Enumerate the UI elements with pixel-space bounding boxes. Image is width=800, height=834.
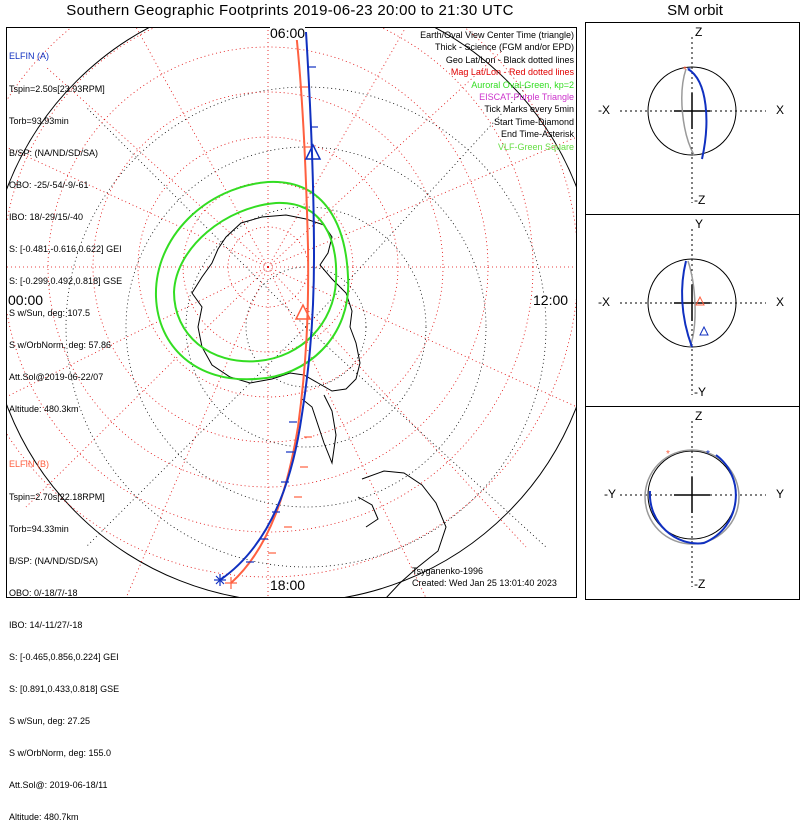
elfin-a-orbit [648,454,737,545]
sm-orbit-xy-plot [620,229,766,395]
elfin-b-line: IBO: 14/-11/27/-18 [9,619,83,630]
elfin-a-line: Torb=93.93min [9,115,69,126]
axis-label-bottom: -Z [694,193,706,207]
elfin-b-orbit [687,260,696,348]
axis-label-right: Y [776,487,785,501]
elfin-a-line: B/SP: (NA/ND/SD/SA) [9,147,99,158]
elfin-b-line: B/SP: (NA/ND/SD/SA) [9,555,99,566]
axis-label-left: -Y [604,487,616,501]
model-credit: Tsyganenko-1996 [412,566,484,576]
elfin-a-marker: * [687,66,691,77]
elfin-a-line: Att.Sol@2019-06-22/07 [9,372,104,383]
landmass-coastline [357,470,447,597]
elfin-a-line: S: [-0.481,-0.616,0.622] GEI [9,243,122,254]
auroral-oval [154,180,350,381]
elfin-b-info: ELFIN (B) Tspin=2.70s[22.18RPM] Torb=94.… [9,438,119,834]
legend-item: Auroral Oval-Green, kp=2 [471,79,574,90]
elfin-a-line: OBO: -25/-54/-9/-61 [9,179,89,190]
elfin-b-ticks [268,86,312,554]
elfin-b-line: Tspin=2.70s[22.18RPM] [9,491,105,502]
elfin-a-orbit [681,260,693,348]
hour-label-bottom: 18:00 [270,577,306,593]
sm-panel-xz: * * Z -Z -X X [585,22,800,215]
axis-label-bottom: -Y [694,385,706,399]
legend-item: Thick - Science (FGM and/or EPD) [434,42,574,53]
sm-panel-yz: * * Z -Z -Y Y [585,406,800,600]
axis-label-left: -X [598,295,610,309]
elfin-a-line: S: [-0.299,0.492,0.818] GSE [9,276,123,287]
elfin-a-end-asterisk [214,574,226,586]
elfin-a-info: ELFIN (A) Tspin=2.50s[23.93RPM] Torb=93.… [9,30,122,426]
earth-circle [647,66,737,156]
hour-label-right: 12:00 [533,292,569,308]
elfin-a-line: S w/OrbNorm, deg: 57.86 [9,340,112,351]
legend-item: VLF-Green Square [497,141,574,152]
elfin-a-line: Altitude: 480.3km [9,404,79,415]
legend-item: Start Time-Diamond [493,116,574,127]
svg-text:*: * [706,449,710,460]
sm-orbit-xz-plot: * * [620,37,766,203]
elfin-b-line: Att.Sol@: 2019-06-18/11 [9,780,108,791]
map-title: Southern Geographic Footprints 2019-06-2… [66,2,514,19]
legend-item: Mag Lat/Lon - Red dotted lines [450,67,574,78]
south-america-coastline [301,394,337,465]
elfin-b-name: ELFIN (B) [9,459,50,470]
elfin-a-line: S w/Sun, deg: 107.5 [9,308,91,319]
polar-map[interactable] [6,27,577,598]
elfin-b-line: Torb=94.33min [9,523,69,534]
axis-label-top: Z [695,409,703,423]
axis-label-top: Y [695,217,704,231]
elfin-b-line: S w/Sun, deg: 27.25 [9,716,91,727]
sm-orbit-title: SM orbit [667,2,723,19]
geo-grid [65,86,547,568]
elfin-b-center-triangle [294,303,312,320]
sm-panel-xy: Y -Y -X X [585,214,800,407]
elfin-a-track [219,31,316,581]
elfin-a-line: IBO: 18/-29/15/-40 [9,211,84,222]
elfin-b-line: S: [-0.465,0.856,0.224] GEI [9,651,119,662]
map-legend: Earth/Oval View Center Time (triangle) T… [420,29,574,153]
axis-label-top: Z [695,25,703,39]
hour-label-top: 06:00 [270,25,306,41]
created-timestamp: Created: Wed Jan 25 13:01:40 2023 [412,578,557,588]
legend-item: Earth/Oval View Center Time (triangle) [420,30,574,40]
elfin-a-ticks [246,66,318,563]
axis-label-left: -X [598,103,610,117]
svg-text:*: * [666,449,670,460]
elfin-a-orbit [687,68,708,160]
axis-label-right: X [776,295,785,309]
elfin-a-name: ELFIN (A) [9,51,50,62]
elfin-b-line: OBO: 0/-18/7/-18 [9,587,78,598]
axis-label-right: X [776,103,785,117]
elfin-b-line: S: [0.891,0.433,0.818] GSE [9,684,120,695]
legend-item: End Time-Asterisk [500,129,574,140]
elfin-b-line: S w/OrbNorm, deg: 155.0 [9,748,112,759]
legend-item: Tick Marks every 5min [484,104,574,115]
elfin-a-center-triangle [304,143,322,160]
legend-item: Geo Lat/Lon - Black dotted lines [445,54,574,65]
elfin-b-marker: * [683,65,687,76]
hour-label-left: 00:00 [8,292,44,308]
legend-item: EISCAT-Purple Triangle [479,91,574,102]
sm-orbit-yz-plot: * * [620,421,766,587]
elfin-b-orbit [681,68,695,156]
elfin-b-line: Altitude: 480.7km [9,812,79,823]
elfin-b-end-asterisk [225,577,237,589]
elfin-a-line: Tspin=2.50s[23.93RPM] [9,83,105,94]
axis-label-bottom: -Z [694,577,706,591]
